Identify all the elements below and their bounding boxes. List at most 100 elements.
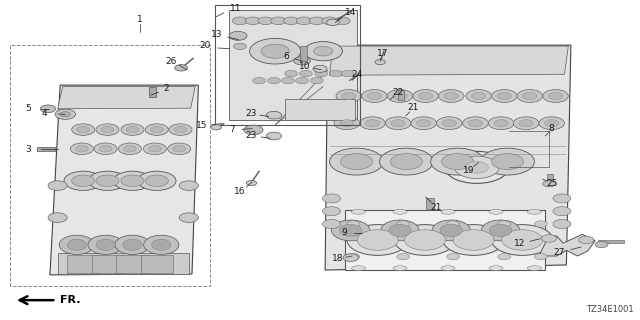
Circle shape [169,124,192,135]
Circle shape [60,112,70,117]
Ellipse shape [332,220,370,241]
Ellipse shape [67,239,86,250]
Ellipse shape [340,224,362,236]
Ellipse shape [88,235,124,254]
Circle shape [72,175,95,187]
Circle shape [145,124,168,135]
Circle shape [539,117,564,130]
Circle shape [64,171,102,190]
Circle shape [211,125,221,130]
Circle shape [309,17,324,25]
Ellipse shape [432,220,470,241]
Circle shape [397,221,410,227]
Circle shape [394,225,456,255]
Circle shape [229,31,247,40]
FancyArrowPatch shape [20,296,54,304]
Circle shape [121,124,144,135]
Circle shape [579,236,594,244]
Circle shape [282,77,294,84]
Circle shape [343,254,358,261]
Circle shape [96,175,119,187]
Ellipse shape [389,224,412,236]
Circle shape [244,125,263,135]
Circle shape [330,70,342,77]
Text: 19: 19 [463,166,474,175]
Circle shape [553,220,571,228]
Circle shape [492,225,553,255]
Circle shape [340,154,372,170]
Circle shape [481,148,534,175]
Circle shape [271,17,286,25]
Polygon shape [330,46,568,75]
Text: 16: 16 [234,187,246,196]
Ellipse shape [527,209,541,214]
Bar [37,147,55,151]
Text: 4: 4 [42,109,47,118]
Text: 20: 20 [199,41,211,50]
Circle shape [498,221,511,227]
Circle shape [357,230,398,250]
Circle shape [48,213,67,222]
Circle shape [438,90,464,102]
Circle shape [323,207,340,216]
Bar [92,255,124,273]
Polygon shape [229,10,357,120]
Text: 7: 7 [229,125,234,134]
Ellipse shape [489,266,503,271]
Circle shape [494,120,508,127]
Circle shape [595,241,608,248]
Circle shape [417,120,431,127]
Circle shape [334,117,360,130]
Text: 23: 23 [245,131,257,140]
Bar [67,255,99,273]
Circle shape [545,120,559,127]
Text: 18: 18 [332,254,343,263]
Circle shape [330,148,383,175]
Circle shape [296,17,312,25]
Circle shape [360,117,385,130]
Circle shape [76,146,88,152]
Text: TZ34E1001: TZ34E1001 [586,305,634,314]
Circle shape [266,132,282,140]
Text: 24: 24 [351,70,363,79]
Circle shape [543,90,568,102]
Circle shape [323,220,340,228]
Text: 10: 10 [299,62,310,71]
Circle shape [340,120,354,127]
Ellipse shape [351,209,365,214]
Circle shape [497,92,511,100]
Text: 5: 5 [26,104,31,113]
Ellipse shape [441,266,455,271]
Circle shape [419,92,433,100]
Ellipse shape [351,266,365,271]
Text: 1: 1 [137,15,142,24]
Circle shape [431,148,484,175]
Circle shape [463,117,488,130]
Circle shape [315,70,328,77]
Text: 21: 21 [408,103,419,112]
Circle shape [385,117,411,130]
Circle shape [375,60,385,65]
Polygon shape [58,86,195,109]
Ellipse shape [152,239,171,250]
Circle shape [391,120,405,127]
Circle shape [294,57,310,65]
Circle shape [77,126,90,133]
Ellipse shape [59,235,95,254]
Ellipse shape [96,239,115,250]
Circle shape [40,105,56,113]
Circle shape [88,171,127,190]
Circle shape [148,146,161,152]
Bar [398,90,404,100]
Text: 11: 11 [230,4,241,13]
Circle shape [174,126,187,133]
Ellipse shape [441,209,455,214]
Circle shape [444,92,458,100]
Circle shape [442,154,474,170]
Circle shape [362,90,387,102]
Circle shape [411,117,436,130]
Text: 25: 25 [546,179,557,188]
Text: 3: 3 [26,145,31,154]
Circle shape [397,253,410,260]
Ellipse shape [489,209,503,214]
